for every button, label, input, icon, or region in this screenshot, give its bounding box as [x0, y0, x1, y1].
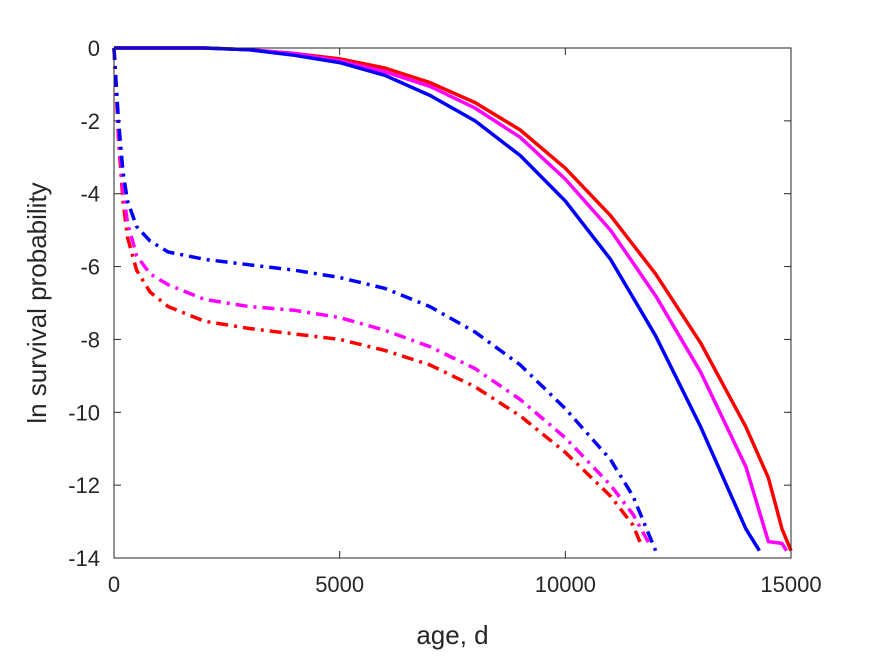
y-tick-label: -6: [80, 255, 100, 280]
x-tick-label: 10000: [535, 572, 596, 597]
x-tick-label: 15000: [760, 572, 821, 597]
y-tick-label: -2: [80, 109, 100, 134]
y-tick-label: 0: [88, 36, 100, 61]
x-axis-label: age, d: [416, 620, 488, 650]
y-tick-label: -4: [80, 182, 100, 207]
axes-box: [113, 47, 792, 559]
y-tick-label: -8: [80, 327, 100, 352]
y-tick-label: -10: [68, 400, 100, 425]
x-tick-label: 0: [108, 572, 120, 597]
y-axis-label: ln survival probability: [22, 182, 52, 423]
series-line-5-dashdot: [112, 47, 653, 548]
series-line-4-dashdot: [112, 47, 644, 548]
y-tick-label: -14: [68, 546, 100, 571]
series-line-3-solid: [114, 46, 761, 552]
series-line-6-dashdot: [112, 47, 658, 552]
plot-area: [114, 48, 791, 558]
y-tick-label: -12: [68, 473, 100, 498]
x-tick-label: 5000: [315, 572, 364, 597]
